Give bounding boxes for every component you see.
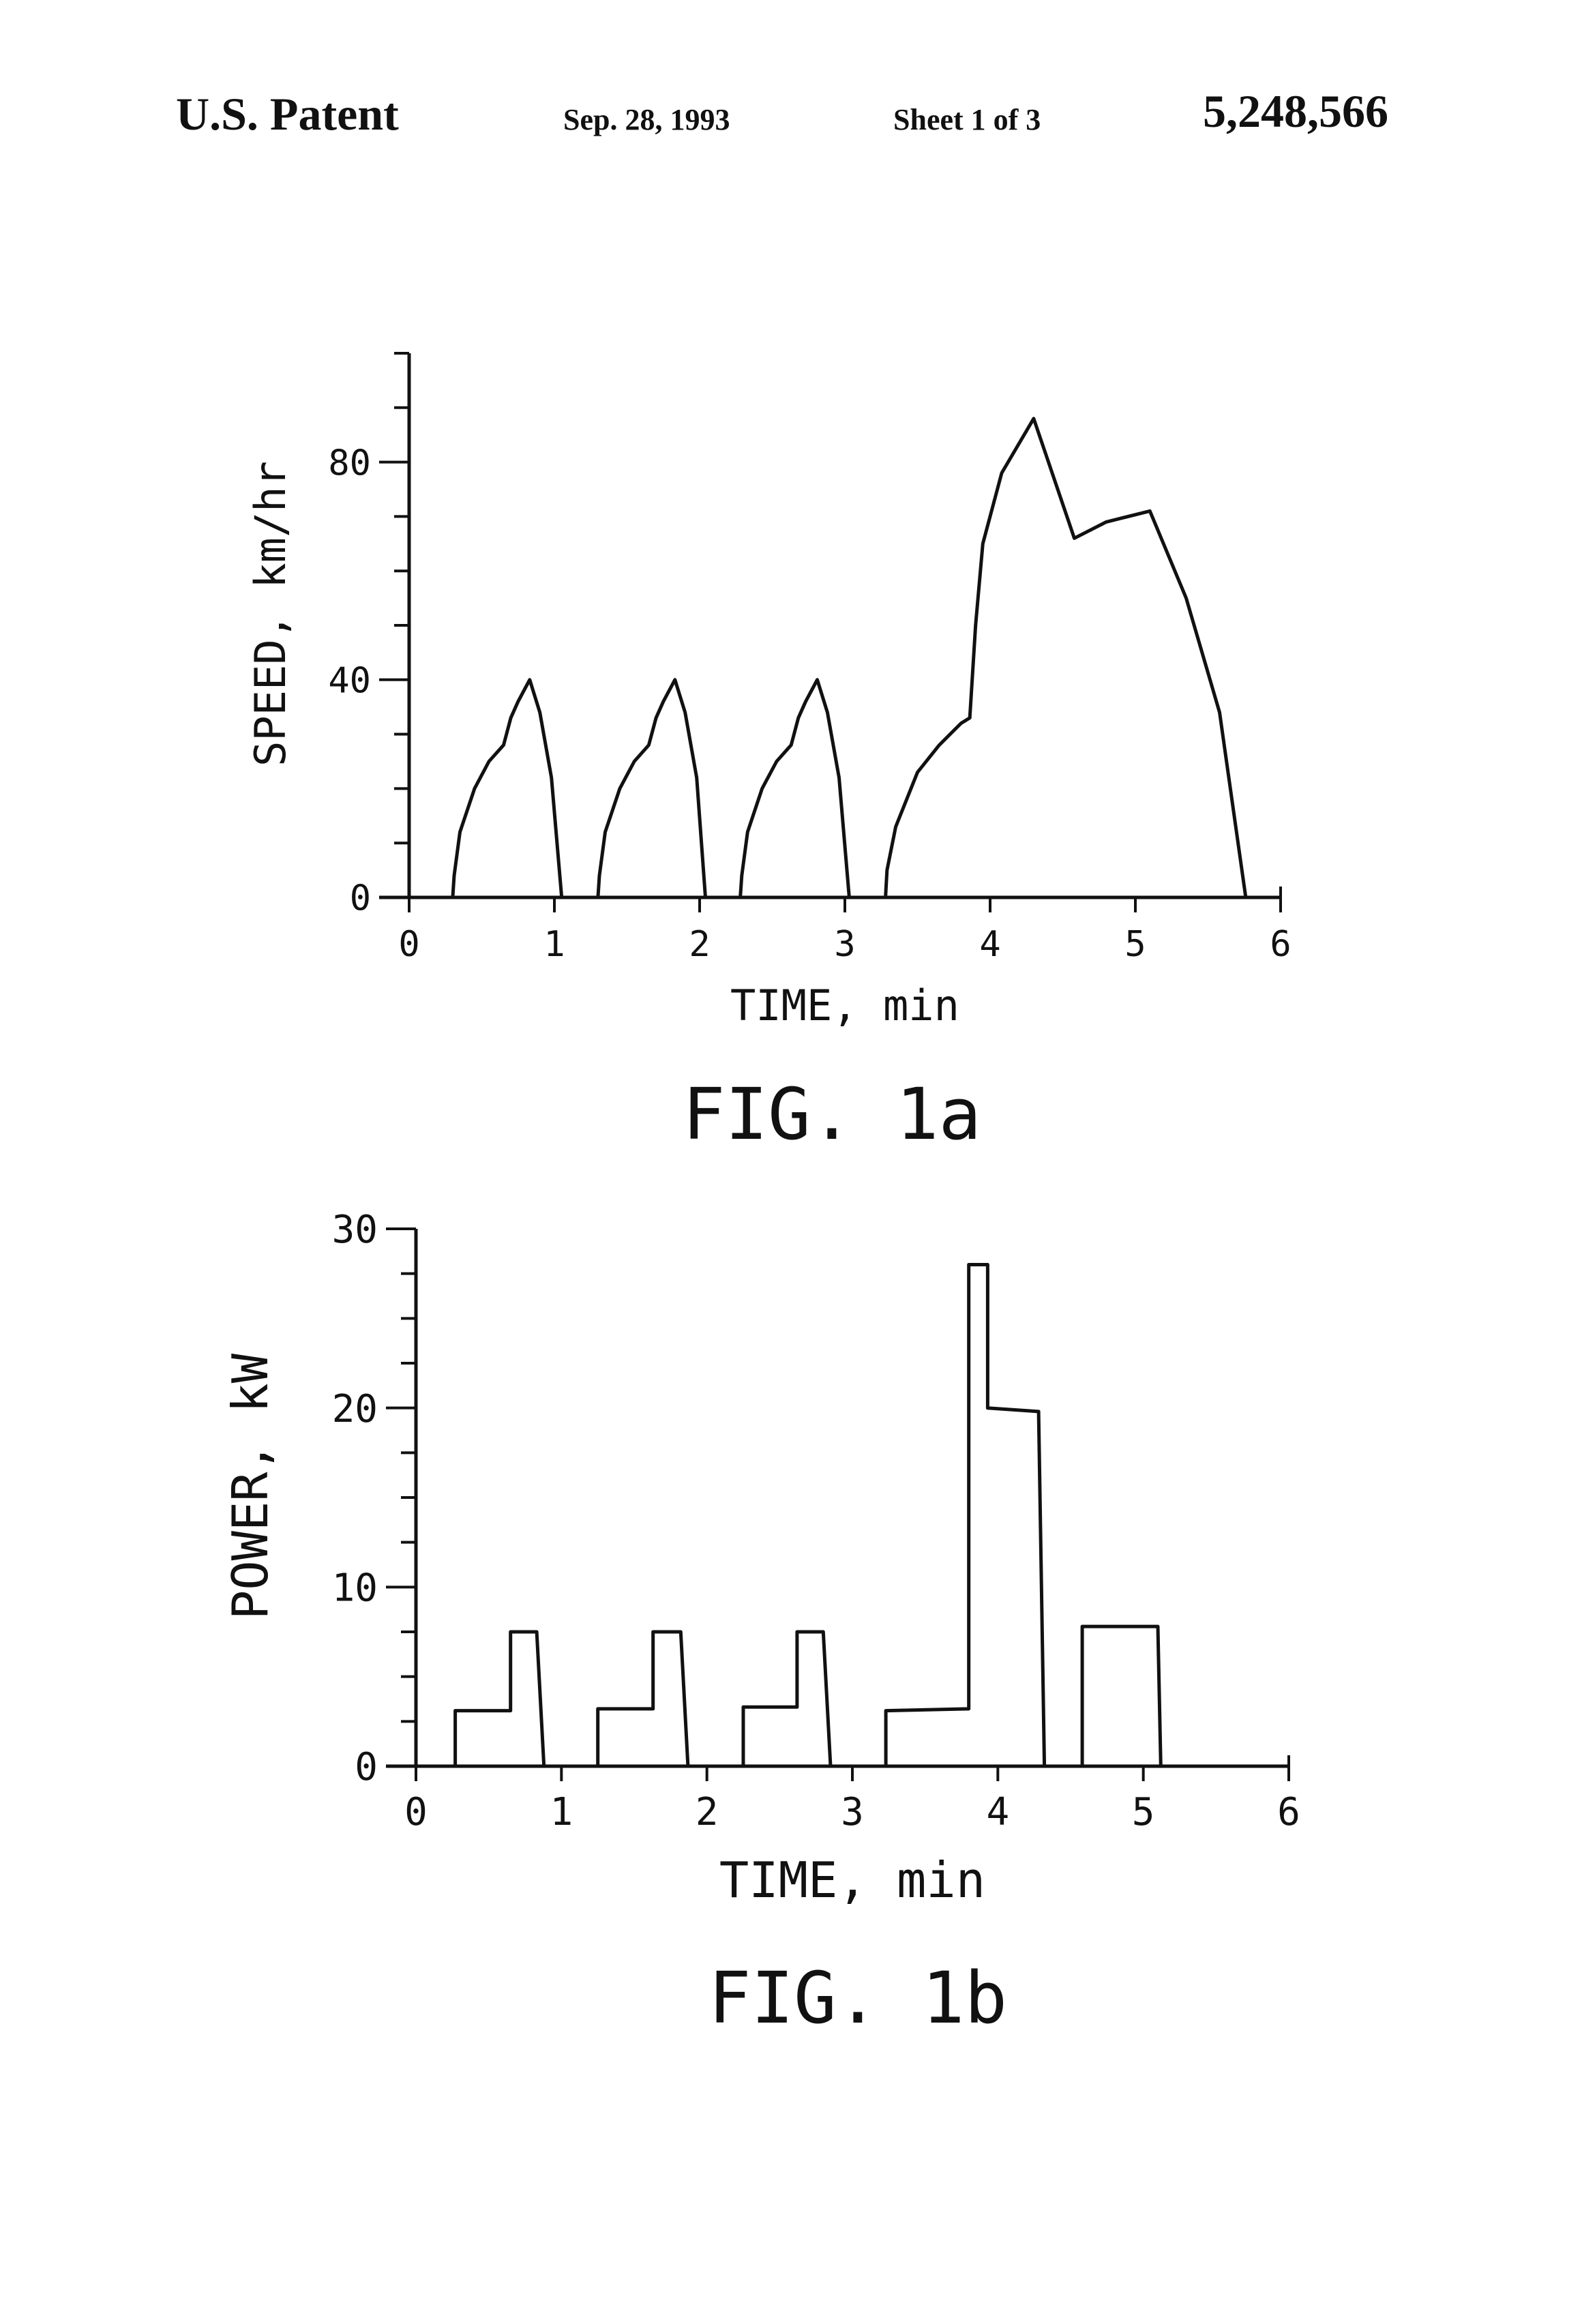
power-figure-caption: FIG. 1b (708, 1956, 1007, 2040)
speed-figure-caption: FIG. 1a (683, 1073, 981, 1156)
speed-chart-layer: 0 40 80 0 1 2 3 4 5 6 TIME, min SPEED, km/hr FIG. 1a (245, 353, 1292, 1156)
speed-x-tick-label: 1 (543, 924, 565, 965)
power-x-tick-label: 3 (841, 1790, 864, 1834)
power-x-tick-label: 5 (1132, 1790, 1155, 1834)
power-y-tick-label: 30 (332, 1208, 378, 1252)
speed-x-tick-label: 6 (1270, 924, 1291, 965)
power-x-tick-label: 1 (550, 1790, 573, 1834)
speed-x-tick-label: 0 (398, 924, 419, 965)
speed-y-tick-label: 0 (350, 878, 371, 919)
speed-x-tick-label: 2 (689, 924, 710, 965)
power-x-axis-label: TIME, min (719, 1851, 985, 1909)
speed-x-axis-label: TIME, min (730, 981, 959, 1030)
power-y-tick-label: 20 (332, 1387, 378, 1431)
speed-y-tick-label: 80 (328, 443, 371, 483)
power-y-tick-label: 0 (355, 1745, 378, 1789)
speed-y-tick-label: 40 (328, 661, 371, 702)
power-y-tick-label: 10 (332, 1566, 378, 1610)
speed-x-tick-label: 3 (834, 924, 855, 965)
power-x-tick-label: 4 (986, 1790, 1009, 1834)
power-x-tick-label: 6 (1277, 1790, 1300, 1834)
speed-x-tick-label: 4 (979, 924, 1000, 965)
speed-x-tick-label: 5 (1124, 924, 1146, 965)
power-series-line (416, 1265, 1289, 1767)
power-x-tick-label: 0 (404, 1790, 428, 1834)
speed-y-axis-label: SPEED, km/hr (245, 461, 295, 766)
power-y-axis-label: POWER, kW (222, 1353, 279, 1620)
power-chart-layer: 0 10 20 30 0 1 2 3 4 5 6 TIME, min POWER, kW FIG. 1b (222, 1208, 1300, 2040)
speed-series-line (409, 419, 1281, 897)
power-x-tick-label: 2 (696, 1790, 719, 1834)
